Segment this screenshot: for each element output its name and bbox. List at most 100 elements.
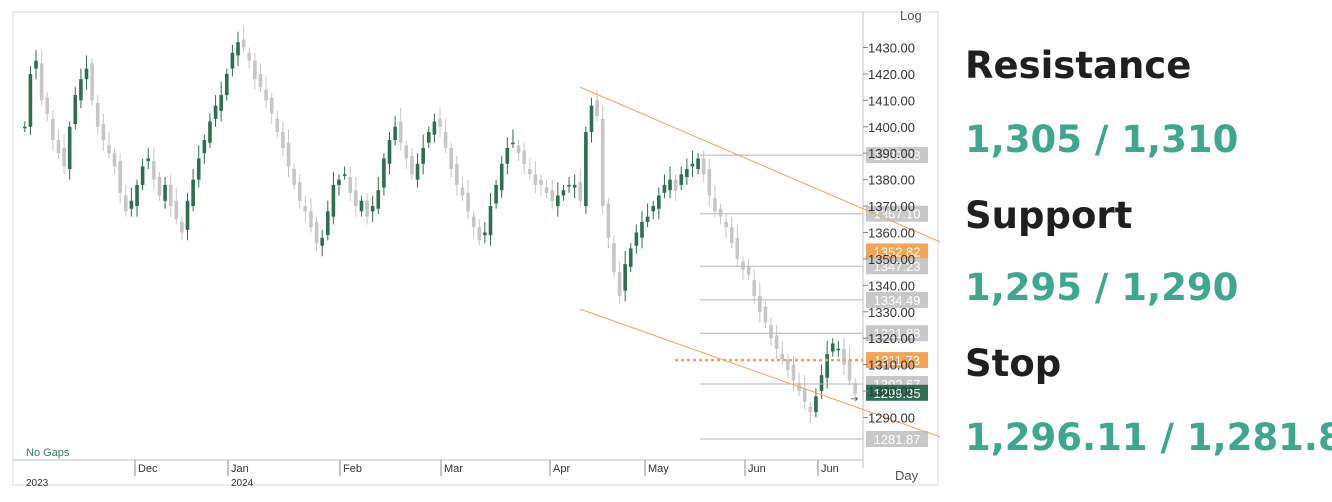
x-tick-label: Jun xyxy=(821,463,839,475)
candle-body xyxy=(297,182,302,201)
candle-body xyxy=(460,187,465,196)
level-box xyxy=(866,325,928,342)
candle-body xyxy=(628,248,633,267)
candle-body xyxy=(527,169,532,175)
candle-body xyxy=(309,211,313,228)
resistance-value: 1,305 / 1,310 xyxy=(965,118,1239,161)
candle-body xyxy=(219,95,223,111)
candle-body xyxy=(589,105,594,133)
level-box xyxy=(866,205,928,222)
candle-body xyxy=(477,227,482,241)
candle-body xyxy=(842,348,846,365)
candle-body xyxy=(561,190,566,196)
y-tick-label: 1420.00 xyxy=(868,67,915,82)
y-tick-label: 1290.00 xyxy=(868,411,915,426)
candle-body xyxy=(393,126,397,140)
candle-body xyxy=(404,145,409,159)
candle-body xyxy=(802,388,807,402)
candle-body xyxy=(157,176,162,196)
stop-value: 1,296.11 / 1,281.87 xyxy=(965,416,1332,459)
candle-body xyxy=(600,118,605,207)
candle-body xyxy=(578,182,583,201)
level-box xyxy=(866,384,928,401)
levels-layer: 1389.281367.101352.821347.231334.491321.… xyxy=(675,147,928,447)
level-label: 1352.82 xyxy=(874,244,921,259)
candle-body xyxy=(651,206,656,212)
y-tick-label: 1300.00 xyxy=(868,384,915,399)
level-box xyxy=(866,243,928,260)
candle-body xyxy=(123,195,128,212)
candle-body xyxy=(758,295,762,312)
candle-body xyxy=(174,200,179,220)
chart-border xyxy=(12,11,939,486)
candle-body xyxy=(830,343,835,352)
y-tick-label: 1370.00 xyxy=(868,199,915,214)
candle-body xyxy=(354,190,358,207)
no-gaps-label: No Gaps xyxy=(26,447,70,459)
y-tick-label: 1390.00 xyxy=(868,146,915,161)
candle-body xyxy=(853,383,857,394)
year-label: 2024 xyxy=(231,478,254,489)
level-label: 1347.23 xyxy=(874,259,921,274)
level-label: 1334.49 xyxy=(874,293,921,308)
candle-body xyxy=(774,335,779,349)
candle-body xyxy=(101,124,106,140)
candle-body xyxy=(746,266,751,275)
candle-body xyxy=(146,158,151,162)
scale-label[interactable]: Log xyxy=(900,8,922,23)
candles-layer xyxy=(23,26,857,423)
x-tick-label: Apr xyxy=(553,463,570,475)
channel-line-lower xyxy=(580,308,940,438)
candle-body xyxy=(51,118,55,140)
candle-body xyxy=(718,208,723,217)
candle-body xyxy=(449,147,454,170)
y-tick-label: 1400.00 xyxy=(868,120,915,135)
candle-body xyxy=(713,198,717,212)
y-tick-label: 1330.00 xyxy=(868,305,915,320)
level-box xyxy=(866,147,928,164)
x-tick-label: Dec xyxy=(138,463,158,475)
candle-body xyxy=(208,121,212,143)
candle-body xyxy=(325,211,330,236)
candle-body xyxy=(516,145,521,154)
candle-body xyxy=(724,221,728,228)
current-arrow: → xyxy=(850,394,858,405)
level-label: 1281.87 xyxy=(874,432,921,447)
candle-body xyxy=(808,406,813,413)
y-tick-label: 1320.00 xyxy=(868,331,915,346)
candle-body xyxy=(544,187,549,193)
support-label: Support xyxy=(965,194,1133,237)
candle-body xyxy=(763,306,768,323)
y-tick-label: 1380.00 xyxy=(868,173,915,188)
candle-body xyxy=(415,163,420,180)
level-box xyxy=(866,291,928,308)
period-label[interactable]: Day xyxy=(895,468,919,483)
candle-body xyxy=(213,105,218,119)
candle-body xyxy=(247,52,252,61)
candle-body xyxy=(34,60,38,69)
candle-body xyxy=(735,237,740,259)
y-tick-label: 1350.00 xyxy=(868,252,915,267)
candle-body xyxy=(152,161,156,180)
candle-body xyxy=(370,206,375,212)
candle-body xyxy=(95,102,100,127)
candle-body xyxy=(662,184,667,193)
year-label: 2023 xyxy=(26,478,49,489)
candle-body xyxy=(281,132,285,148)
level-label: 1389.28 xyxy=(874,148,921,163)
x-tick-label: Mar xyxy=(444,463,463,475)
candle-body xyxy=(331,184,336,217)
y-tick-label: 1340.00 xyxy=(868,278,915,293)
candle-body xyxy=(73,95,78,125)
candle-body xyxy=(112,153,117,167)
resistance-label: Resistance xyxy=(965,44,1192,87)
candle-body xyxy=(107,145,111,154)
candle-body xyxy=(701,158,706,175)
candle-body xyxy=(847,359,852,381)
candle-body xyxy=(606,203,611,238)
candle-body xyxy=(23,126,27,129)
channel-line-upper xyxy=(580,86,940,243)
candle-body xyxy=(494,184,498,204)
candle-body xyxy=(163,184,167,201)
candle-body xyxy=(118,161,122,193)
